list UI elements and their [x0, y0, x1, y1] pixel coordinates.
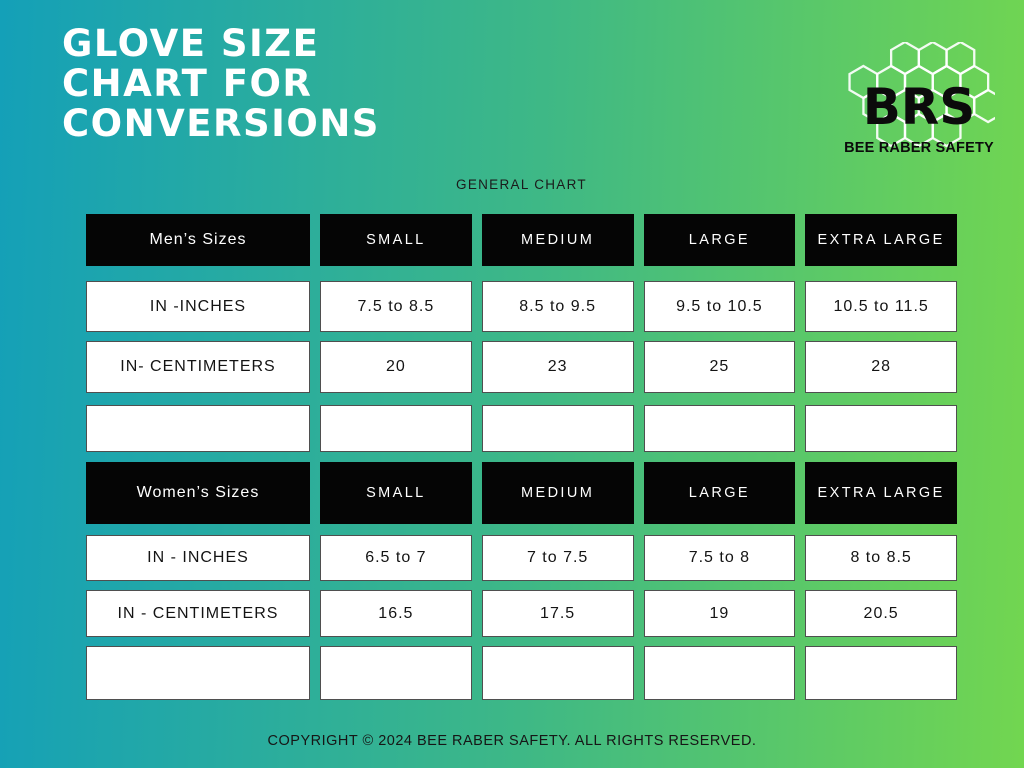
header-cell: LARGE	[643, 462, 796, 524]
logo-acronym: BRS	[862, 78, 976, 136]
empty-cell	[805, 405, 957, 452]
poster-title: GLOVE SIZE CHART FOR CONVERSIONS	[62, 24, 380, 144]
value-cell: 6.5 to 7	[320, 535, 472, 581]
empty-cell	[320, 405, 472, 452]
header-cell: MEDIUM	[481, 214, 634, 266]
row-label-cell: IN- CENTIMETERS	[86, 341, 310, 393]
value-cell: 10.5 to 11.5	[805, 281, 957, 332]
value-cell: 9.5 to 10.5	[643, 281, 796, 332]
value-cell: 28	[805, 341, 957, 393]
row-label-cell: IN - INCHES	[86, 535, 310, 581]
empty-cell	[481, 646, 634, 700]
logo-name: BEE RABER SAFETY	[844, 140, 994, 156]
general-chart-label: GENERAL CHART	[456, 177, 587, 192]
empty-cell	[643, 405, 796, 452]
value-cell: 16.5	[320, 590, 472, 637]
title-line-1: GLOVE SIZE	[62, 22, 320, 65]
table-row-mens-centimeters: IN- CENTIMETERS 20 23 25 28	[86, 341, 957, 393]
empty-cell	[86, 405, 310, 452]
header-cell: EXTRA LARGE	[805, 214, 957, 266]
empty-cell	[481, 405, 634, 452]
table-row-womens-inches: IN - INCHES 6.5 to 7 7 to 7.5 7.5 to 8 8…	[86, 535, 957, 581]
copyright-text: COPYRIGHT © 2024 BEE RABER SAFETY. ALL R…	[267, 733, 757, 749]
empty-cell	[320, 646, 472, 700]
row-label-cell: IN -INCHES	[86, 281, 310, 332]
table-row-empty	[86, 646, 957, 700]
table-row-womens-header: Women’s Sizes SMALL MEDIUM LARGE EXTRA L…	[86, 462, 957, 524]
header-cell: LARGE	[643, 214, 796, 266]
title-line-2: CHART FOR	[62, 62, 313, 105]
table-row-mens-inches: IN -INCHES 7.5 to 8.5 8.5 to 9.5 9.5 to …	[86, 281, 957, 332]
table-row-womens-centimeters: IN - CENTIMETERS 16.5 17.5 19 20.5	[86, 590, 957, 637]
row-label-cell: IN - CENTIMETERS	[86, 590, 310, 637]
header-cell: EXTRA LARGE	[805, 462, 957, 524]
table-row-empty	[86, 405, 957, 452]
value-cell: 23	[481, 341, 634, 393]
value-cell: 7.5 to 8	[643, 535, 796, 581]
header-cell: MEDIUM	[481, 462, 634, 524]
header-cell: Women’s Sizes	[86, 462, 310, 524]
value-cell: 17.5	[481, 590, 634, 637]
value-cell: 7.5 to 8.5	[320, 281, 472, 332]
table-row-mens-header: Men’s Sizes SMALL MEDIUM LARGE EXTRA LAR…	[86, 214, 957, 266]
value-cell: 8 to 8.5	[805, 535, 957, 581]
value-cell: 19	[643, 590, 796, 637]
title-line-3: CONVERSIONS	[62, 102, 380, 145]
empty-cell	[643, 646, 796, 700]
header-cell: SMALL	[320, 462, 472, 524]
value-cell: 8.5 to 9.5	[481, 281, 634, 332]
empty-cell	[805, 646, 957, 700]
value-cell: 25	[643, 341, 796, 393]
empty-cell	[86, 646, 310, 700]
value-cell: 7 to 7.5	[481, 535, 634, 581]
value-cell: 20	[320, 341, 472, 393]
header-cell: Men’s Sizes	[86, 214, 310, 266]
value-cell: 20.5	[805, 590, 957, 637]
brs-logo: BRS BEE RABER SAFETY	[843, 42, 995, 162]
header-cell: SMALL	[320, 214, 472, 266]
